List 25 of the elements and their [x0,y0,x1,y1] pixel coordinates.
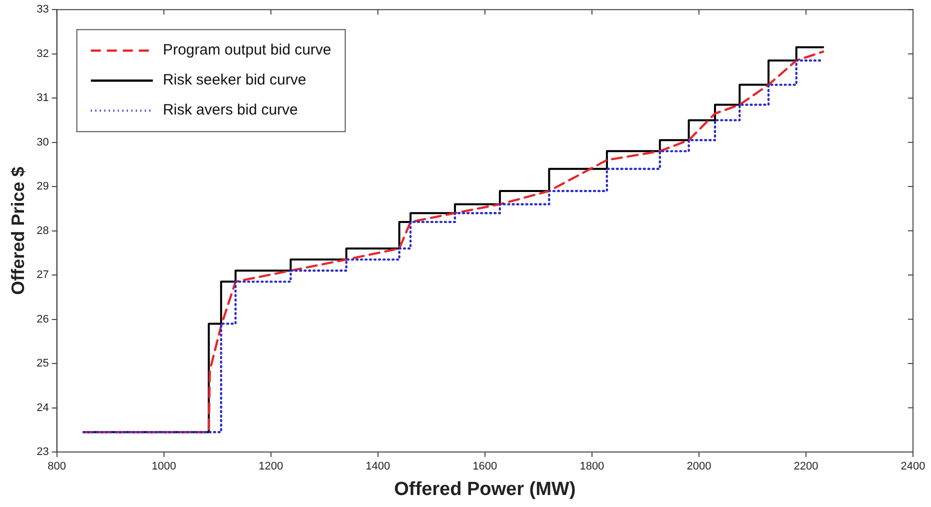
y-tick-label: 24 [36,402,49,414]
y-tick-label: 32 [36,48,49,60]
x-tick-label: 2400 [900,460,926,473]
x-tick-label: 2200 [794,460,818,473]
x-tick-label: 1400 [366,460,390,473]
x-tick-label: 1800 [580,460,604,473]
legend-label: Risk avers bid curve [162,102,298,119]
y-tick-label: 25 [36,358,49,370]
y-tick-label: 29 [36,180,49,193]
x-tick-label: 1600 [472,460,498,473]
y-tick-label: 33 [36,4,49,16]
y-tick-label: 28 [36,224,49,237]
x-tick-label: 800 [48,460,66,473]
y-tick-label: 27 [36,269,49,282]
x-tick-label: 2000 [686,460,712,473]
y-tick-label: 31 [36,92,49,104]
y-tick-label: 26 [36,313,49,326]
legend-label: Program output bid curve [162,42,332,59]
legend-label: Risk seeker bid curve [162,72,306,89]
y-tick-label: 23 [36,446,49,458]
x-tick-label: 1200 [258,460,284,473]
y-axis-title: Offered Price $ [8,166,28,295]
y-tick-label: 30 [36,136,49,148]
x-axis-title: Offered Power (MW) [394,478,576,500]
x-tick-label: 1000 [152,460,176,473]
